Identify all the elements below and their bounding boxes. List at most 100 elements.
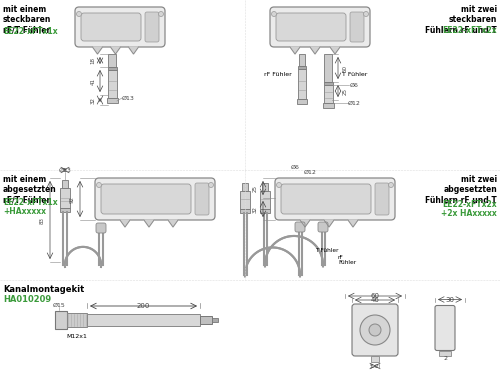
- Text: M12x1: M12x1: [66, 333, 87, 338]
- Polygon shape: [290, 47, 300, 54]
- Circle shape: [96, 182, 102, 187]
- Text: EE22-xFTx1x: EE22-xFTx1x: [3, 198, 58, 207]
- Text: T Fühler: T Fühler: [342, 72, 367, 77]
- Bar: [200, 316, 212, 324]
- Polygon shape: [330, 47, 340, 54]
- FancyBboxPatch shape: [435, 305, 455, 350]
- Text: Ø12: Ø12: [348, 100, 360, 105]
- Text: 5.2: 5.2: [370, 363, 380, 368]
- Text: EE22-xFTx2x: EE22-xFTx2x: [442, 200, 497, 209]
- FancyBboxPatch shape: [276, 13, 346, 41]
- Text: 92: 92: [70, 196, 74, 203]
- Text: 25: 25: [252, 184, 258, 191]
- Text: mit einem
steckbaren
rF/T Fühler: mit einem steckbaren rF/T Fühler: [3, 5, 51, 35]
- Polygon shape: [168, 220, 178, 227]
- Text: 30: 30: [446, 296, 454, 303]
- Text: rF
Fühler: rF Fühler: [338, 254, 356, 265]
- Polygon shape: [348, 220, 358, 227]
- Text: Ø15: Ø15: [52, 303, 66, 307]
- Text: Ø12: Ø12: [304, 170, 316, 175]
- FancyBboxPatch shape: [96, 223, 106, 233]
- Text: 83: 83: [40, 217, 44, 224]
- Bar: [298, 66, 306, 69]
- Bar: [324, 85, 332, 103]
- Text: Ø6: Ø6: [350, 82, 358, 88]
- FancyBboxPatch shape: [75, 7, 165, 47]
- Bar: [371, 356, 379, 362]
- Bar: [260, 191, 270, 209]
- Text: Ø6: Ø6: [290, 165, 300, 170]
- Text: EE22-xFTx2x: EE22-xFTx2x: [442, 26, 497, 35]
- Text: Ø13: Ø13: [122, 96, 134, 100]
- Circle shape: [158, 12, 164, 16]
- Bar: [212, 318, 218, 322]
- Bar: [240, 209, 250, 213]
- FancyBboxPatch shape: [101, 184, 191, 214]
- Circle shape: [369, 324, 381, 336]
- Circle shape: [76, 12, 82, 16]
- Text: mit zwei
steckbaren
Fühlern rF und T: mit zwei steckbaren Fühlern rF und T: [425, 5, 497, 35]
- FancyBboxPatch shape: [375, 183, 389, 215]
- Bar: [55, 311, 67, 329]
- FancyBboxPatch shape: [81, 13, 141, 41]
- Polygon shape: [324, 220, 334, 227]
- Polygon shape: [120, 220, 130, 227]
- Bar: [260, 209, 270, 213]
- Bar: [60, 188, 70, 208]
- Circle shape: [364, 12, 368, 16]
- Text: 60: 60: [370, 293, 380, 299]
- Bar: [242, 183, 248, 191]
- Bar: [240, 191, 250, 209]
- Bar: [108, 67, 116, 70]
- Bar: [67, 313, 87, 327]
- FancyBboxPatch shape: [195, 183, 209, 215]
- FancyBboxPatch shape: [318, 222, 328, 232]
- Bar: [262, 183, 268, 191]
- Circle shape: [276, 182, 281, 187]
- Bar: [439, 350, 451, 356]
- Polygon shape: [310, 47, 320, 54]
- Text: mit einem
abgesetzten
rF/T Fühler: mit einem abgesetzten rF/T Fühler: [3, 175, 57, 205]
- Text: 2: 2: [443, 356, 447, 361]
- Polygon shape: [300, 220, 310, 227]
- FancyBboxPatch shape: [270, 7, 370, 47]
- FancyBboxPatch shape: [145, 12, 159, 42]
- Text: +HAxxxxx: +HAxxxxx: [3, 207, 46, 216]
- Text: 25: 25: [342, 88, 347, 95]
- Polygon shape: [144, 220, 154, 227]
- Bar: [324, 82, 332, 85]
- Bar: [298, 69, 306, 99]
- FancyBboxPatch shape: [295, 222, 305, 232]
- Bar: [62, 180, 68, 188]
- Polygon shape: [92, 47, 102, 54]
- Text: 41: 41: [90, 77, 96, 84]
- Text: 32: 32: [252, 205, 258, 212]
- Text: mit zwei
abgesetzten
Fühlern rF und T: mit zwei abgesetzten Fühlern rF und T: [425, 175, 497, 205]
- Polygon shape: [110, 47, 120, 54]
- Text: 46: 46: [370, 297, 380, 303]
- FancyBboxPatch shape: [352, 304, 398, 356]
- Circle shape: [360, 315, 390, 345]
- Bar: [322, 103, 334, 108]
- Text: 18: 18: [90, 57, 96, 64]
- Circle shape: [388, 182, 394, 187]
- Text: EE22-xFTx1x: EE22-xFTx1x: [3, 27, 58, 36]
- Text: T Fühler: T Fühler: [315, 247, 338, 252]
- FancyBboxPatch shape: [275, 178, 395, 220]
- Text: 32: 32: [90, 96, 96, 103]
- Bar: [324, 54, 332, 82]
- Circle shape: [272, 12, 276, 16]
- Text: Kanalmontagekit: Kanalmontagekit: [3, 285, 84, 294]
- Bar: [87, 314, 200, 326]
- Circle shape: [208, 182, 214, 187]
- FancyBboxPatch shape: [95, 178, 215, 220]
- Text: rF Fühler: rF Fühler: [264, 72, 292, 77]
- Text: 50: 50: [342, 65, 347, 72]
- Text: +2x HAxxxxx: +2x HAxxxxx: [442, 209, 497, 218]
- Bar: [108, 54, 116, 67]
- Text: HA010209: HA010209: [3, 295, 51, 304]
- Polygon shape: [128, 47, 138, 54]
- Bar: [106, 98, 118, 103]
- FancyBboxPatch shape: [350, 12, 364, 42]
- Bar: [299, 54, 305, 66]
